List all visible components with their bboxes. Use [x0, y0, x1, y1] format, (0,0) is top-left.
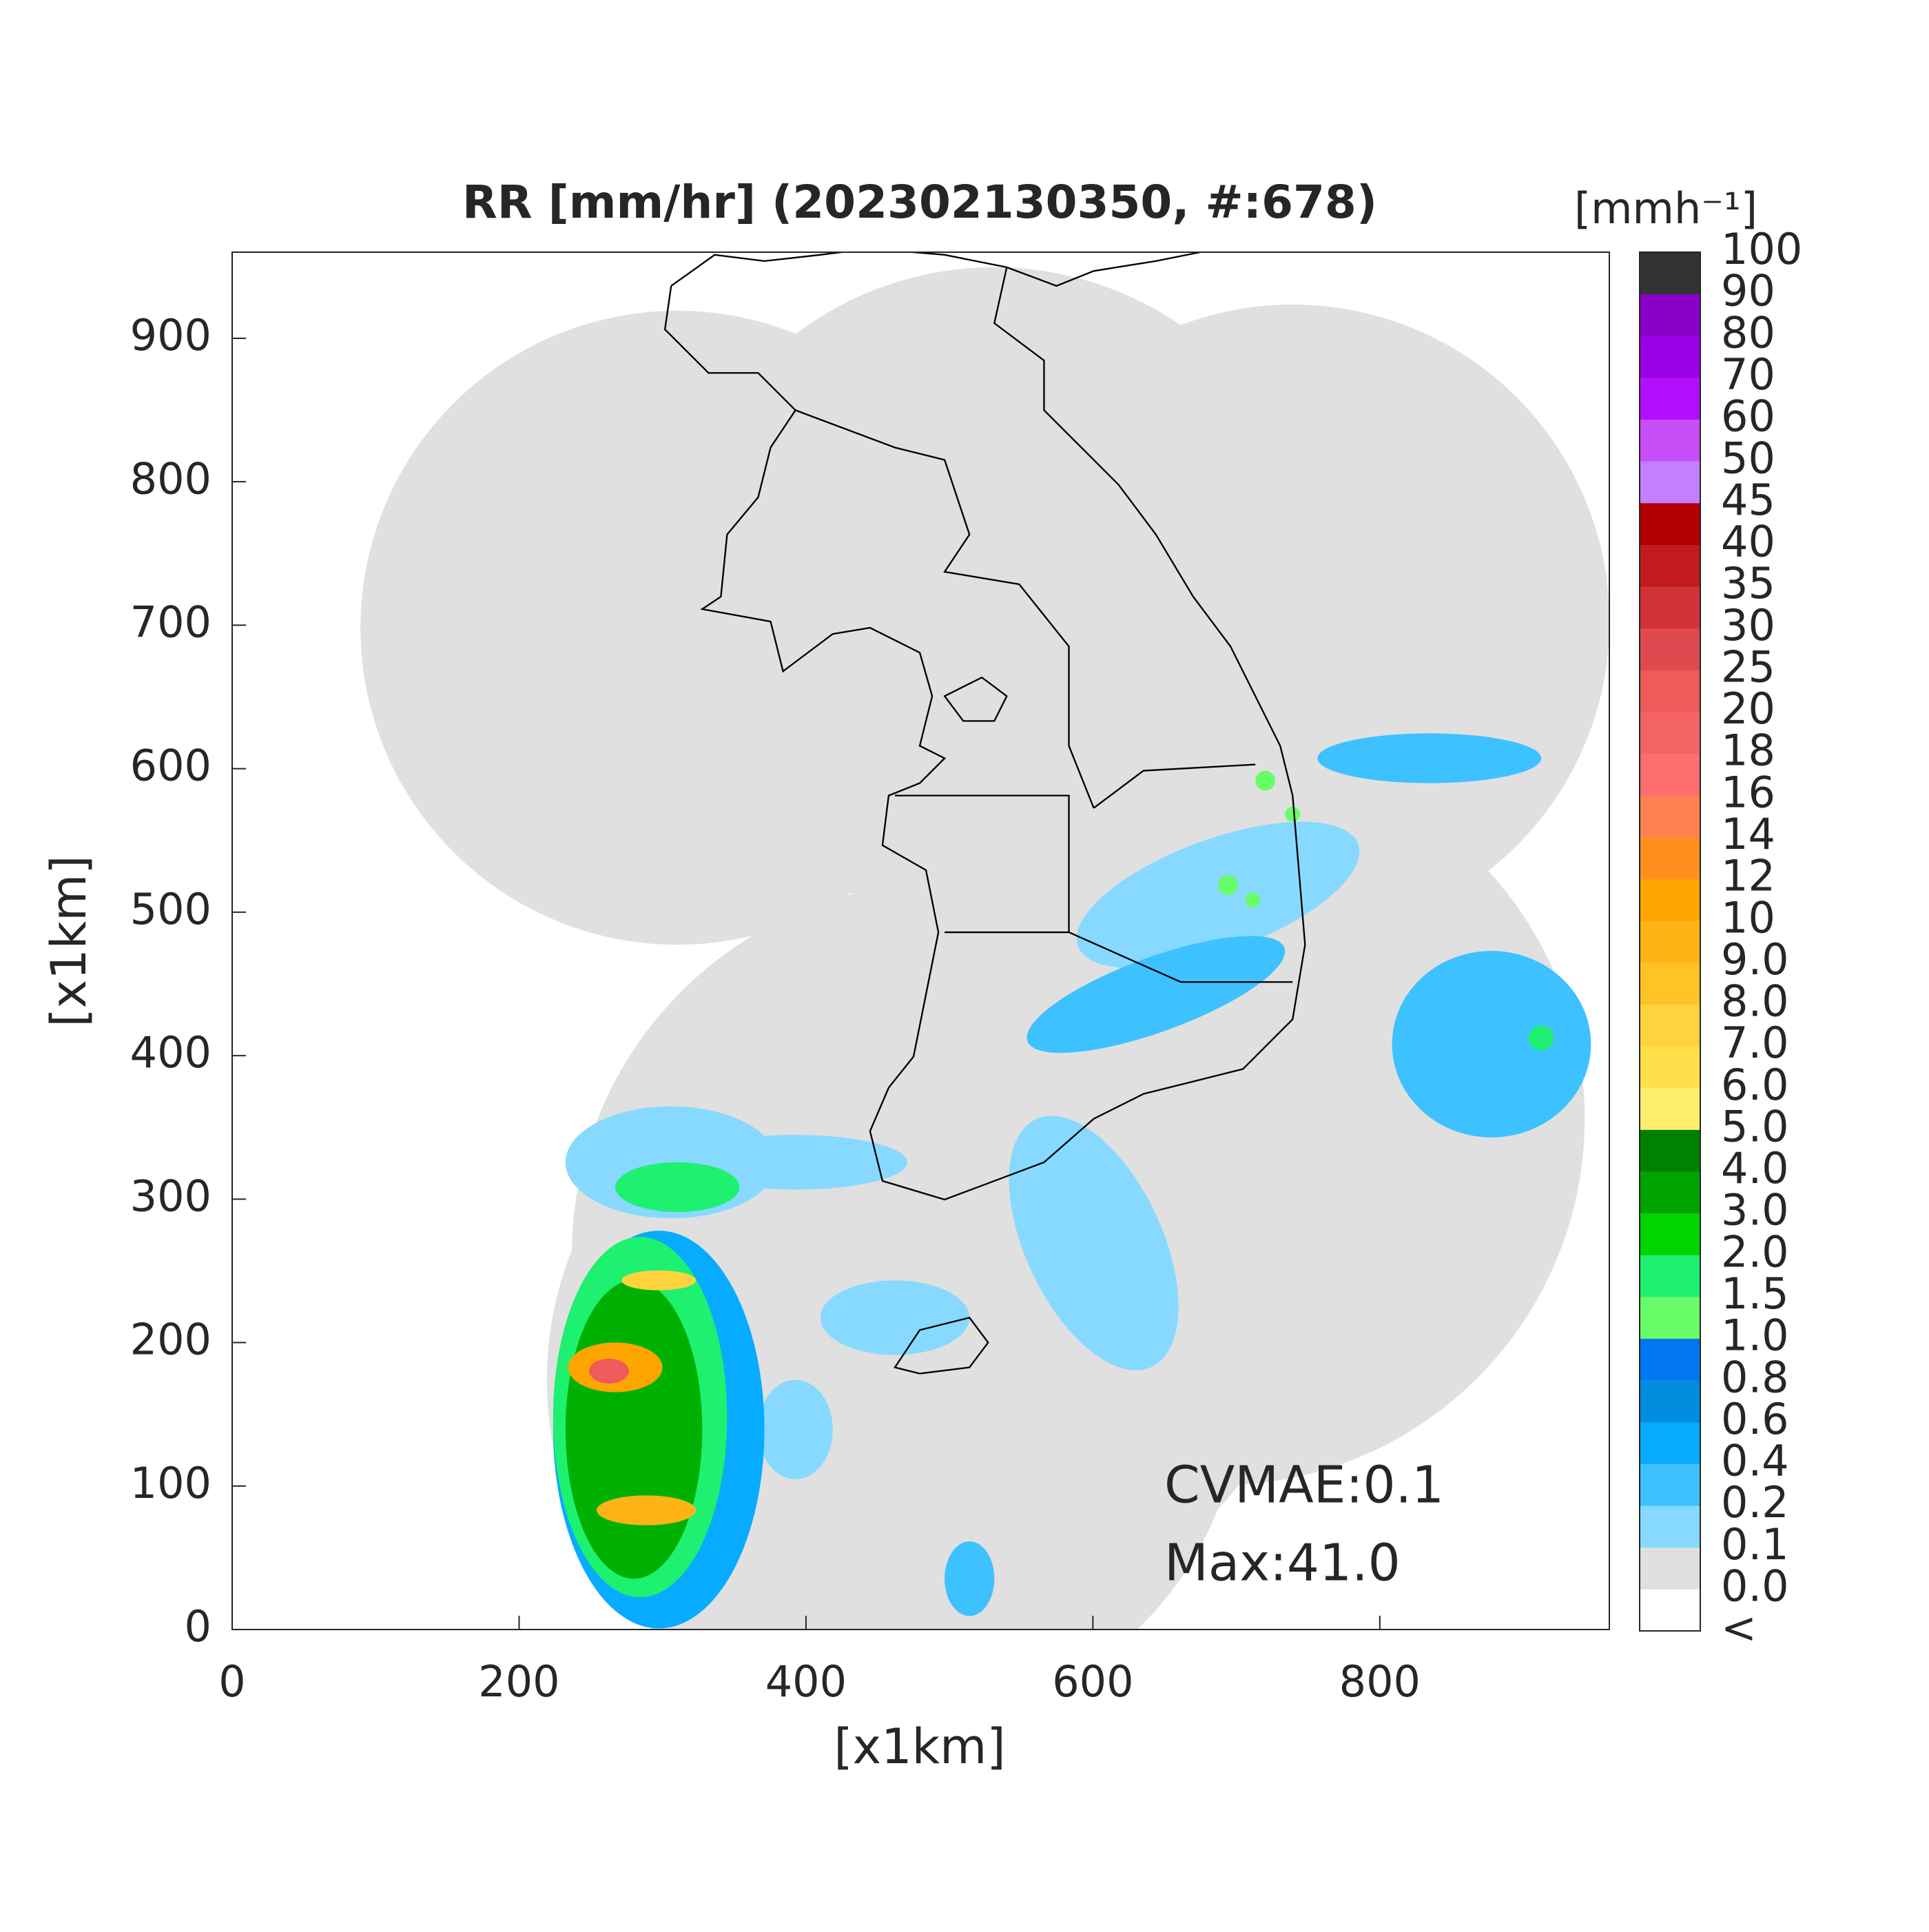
- annotation: Max:41.0: [1164, 1534, 1401, 1593]
- colorbar-swatch: [1640, 1380, 1700, 1423]
- colorbar-label: 4.0: [1721, 1143, 1789, 1193]
- colorbar-swatch: [1640, 753, 1700, 796]
- colorbar-label: 70: [1721, 349, 1775, 400]
- colorbar-swatch: [1640, 1255, 1700, 1297]
- colorbar-swatch: [1640, 1129, 1700, 1172]
- map-area: [360, 252, 1609, 1630]
- colorbar-label: 14: [1721, 809, 1775, 859]
- colorbar-label: 6.0: [1721, 1060, 1789, 1110]
- colorbar-frame: [1639, 251, 1701, 1632]
- colorbar-label: 10: [1721, 892, 1775, 943]
- colorbar-label: 60: [1721, 391, 1775, 442]
- y-tick-label: 700: [130, 597, 212, 647]
- colorbar-swatch: [1640, 1421, 1700, 1464]
- x-tick-label: 400: [765, 1656, 847, 1707]
- colorbar-label: 50: [1721, 433, 1775, 483]
- colorbar-label: 45: [1721, 475, 1775, 525]
- colorbar-label: 1.5: [1721, 1268, 1789, 1319]
- x-tick-label: 200: [478, 1656, 559, 1707]
- colorbar-swatch: [1640, 461, 1700, 504]
- colorbar-swatch: [1640, 1087, 1700, 1130]
- colorbar-swatch: [1640, 1213, 1700, 1255]
- y-tick-label: 800: [130, 453, 212, 504]
- colorbar-label: 2.0: [1721, 1226, 1789, 1277]
- colorbar-label: 3.0: [1721, 1185, 1789, 1235]
- y-tick-label: 300: [130, 1171, 212, 1221]
- colorbar-label: 100: [1721, 224, 1802, 274]
- colorbar-swatch: [1640, 1589, 1700, 1632]
- coastline: [663, 252, 1306, 1375]
- chart-title: RR [mm/hr] (202302130350, #:678): [462, 176, 1377, 229]
- colorbar-swatch: [1640, 795, 1700, 838]
- colorbar-label: 20: [1721, 684, 1775, 734]
- colorbar-label: <: [1721, 1603, 1757, 1653]
- colorbar-label: 0.6: [1721, 1394, 1789, 1444]
- colorbar-swatch: [1640, 544, 1700, 587]
- colorbar-swatch: [1640, 336, 1700, 378]
- colorbar-swatch: [1640, 502, 1700, 545]
- colorbar-label: 0.8: [1721, 1352, 1789, 1402]
- colorbar-swatch: [1640, 1338, 1700, 1381]
- colorbar-label: 40: [1721, 517, 1775, 567]
- colorbar-label: 18: [1721, 726, 1775, 776]
- colorbar-label: 5.0: [1721, 1101, 1789, 1151]
- colorbar-label: 30: [1721, 600, 1775, 650]
- colorbar-label: 35: [1721, 558, 1775, 608]
- x-tick-label: 600: [1052, 1656, 1133, 1707]
- colorbar-label: 0.1: [1721, 1519, 1789, 1570]
- colorbar-swatch: [1640, 252, 1700, 295]
- colorbar-swatch: [1640, 1046, 1700, 1089]
- colorbar-label: 25: [1721, 641, 1775, 692]
- precip-heavy: [553, 770, 1554, 1629]
- colorbar-label: 9.0: [1721, 934, 1789, 985]
- colorbar-swatch: [1640, 1004, 1700, 1047]
- annotation: CVMAE:0.1: [1164, 1456, 1444, 1515]
- y-tick-label: 900: [130, 310, 212, 360]
- y-tick-label: 600: [130, 741, 212, 791]
- colorbar-swatch: [1640, 670, 1700, 712]
- colorbar-label: 12: [1721, 851, 1775, 901]
- colorbar-label: 0.2: [1721, 1477, 1789, 1528]
- colorbar-swatch: [1640, 962, 1700, 1005]
- colorbar-swatch: [1640, 1171, 1700, 1214]
- colorbar-label: 80: [1721, 307, 1775, 358]
- colorbar-swatch: [1640, 1547, 1700, 1590]
- colorbar-swatch: [1640, 586, 1700, 629]
- y-tick-label: 500: [130, 884, 212, 934]
- colorbar-title: [mmh⁻¹]: [1574, 183, 1757, 234]
- colorbar-swatch: [1640, 712, 1700, 754]
- colorbar-swatch: [1640, 1463, 1700, 1506]
- y-tick-label: 100: [130, 1458, 212, 1508]
- colorbar-swatch: [1640, 294, 1700, 336]
- y-tick-label: 200: [130, 1315, 212, 1365]
- y-tick-label: 0: [185, 1601, 212, 1652]
- colorbar-label: 7.0: [1721, 1018, 1789, 1068]
- colorbar-swatch: [1640, 1505, 1700, 1548]
- x-tick-label: 800: [1339, 1656, 1421, 1707]
- colorbar-swatch: [1640, 878, 1700, 921]
- y-tick-label: 400: [130, 1027, 212, 1078]
- colorbar-swatch: [1640, 836, 1700, 880]
- colorbar-label: 16: [1721, 767, 1775, 817]
- colorbar-swatch: [1640, 1296, 1700, 1339]
- y-axis-label: [x1km]: [41, 855, 97, 1027]
- x-tick-label: 0: [218, 1656, 245, 1707]
- colorbar-swatch: [1640, 921, 1700, 963]
- colorbar-label: 0.0: [1721, 1561, 1789, 1611]
- colorbar-swatch: [1640, 377, 1700, 420]
- colorbar-label: 8.0: [1721, 976, 1789, 1027]
- colorbar-label: 90: [1721, 266, 1775, 316]
- colorbar-swatch: [1640, 419, 1700, 462]
- plot-frame: [231, 251, 1610, 1630]
- x-axis-label: [x1km]: [834, 1718, 1005, 1775]
- colorbar-swatch: [1640, 628, 1700, 670]
- colorbar-label: 0.4: [1721, 1436, 1789, 1486]
- colorbar-label: 1.0: [1721, 1311, 1789, 1361]
- radar-field: [360, 252, 1609, 1630]
